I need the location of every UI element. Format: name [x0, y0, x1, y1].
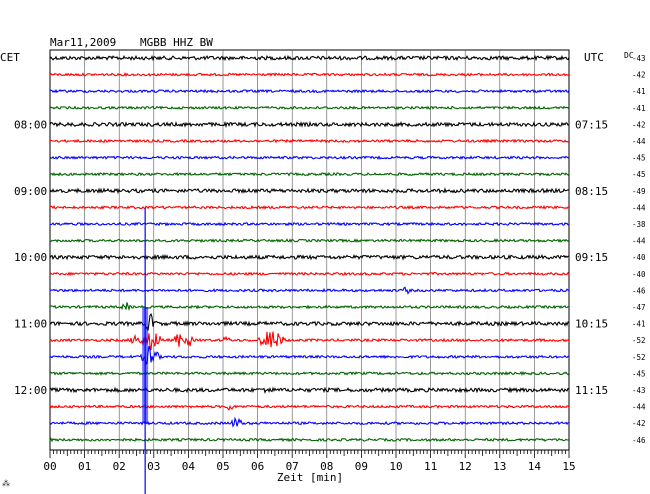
dc-offset-label: -42: [632, 419, 646, 428]
dc-offset-label: -43: [632, 54, 646, 63]
x-tick-label: 09: [355, 460, 368, 473]
x-tick-label: 07: [286, 460, 299, 473]
trace-line: [49, 370, 570, 377]
trace-line: [49, 120, 569, 129]
dc-offset-label: -38: [632, 220, 646, 229]
right-hour-label: 11:15: [575, 384, 608, 397]
dc-offset-label: -45: [632, 154, 646, 163]
dc-offset-label: -45: [632, 170, 646, 179]
trace-line: [49, 187, 570, 195]
left-hour-label: 11:00: [14, 318, 47, 331]
x-tick-label: 14: [528, 460, 542, 473]
dc-offset-label: -41: [632, 104, 646, 113]
left-hour-label: 08:00: [14, 118, 47, 131]
dc-offset-label: -41: [632, 87, 646, 96]
x-tick-label: 12: [459, 460, 472, 473]
left-hour-label: 09:00: [14, 185, 47, 198]
x-tick-label: 06: [251, 460, 264, 473]
station-label: MGBB HHZ BW: [140, 36, 213, 49]
dc-offset-label: -42: [632, 120, 646, 129]
trace-line: [49, 105, 570, 111]
x-tick-label: 02: [113, 460, 126, 473]
trace-line: [49, 253, 570, 261]
dc-offset-label: -40: [632, 270, 646, 279]
x-tick-label: 05: [216, 460, 229, 473]
dc-offset-label: -44: [632, 137, 646, 146]
trace-line: [49, 204, 570, 210]
dc-offset-label: -46: [632, 436, 646, 445]
dc-offset-label: -42: [632, 71, 646, 80]
trace-line: [49, 171, 570, 177]
dc-offset-label: -44: [632, 237, 646, 246]
dc-label: DC: [624, 51, 634, 60]
dc-offset-label: -46: [632, 286, 646, 295]
cet-label: CET: [0, 51, 20, 64]
dc-offset-label: -52: [632, 353, 646, 362]
trace-line: [49, 312, 570, 331]
x-tick-label: 11: [424, 460, 437, 473]
x-tick-label: 15: [562, 460, 575, 473]
trace-line: [49, 138, 570, 144]
x-tick-label: 13: [493, 460, 506, 473]
trace-line: [49, 221, 570, 227]
minute-grid: [49, 49, 570, 458]
x-tick-label: 10: [389, 460, 402, 473]
utc-label: UTC: [584, 51, 604, 64]
trace-line: [49, 155, 570, 160]
dc-offset-label: -40: [632, 253, 646, 262]
dc-offset-label: -44: [632, 403, 646, 412]
x-tick-label: 03: [147, 460, 160, 473]
trace-line: [49, 286, 570, 295]
trace-line: [49, 416, 570, 428]
trace-line: [49, 238, 570, 244]
trace-line: [49, 331, 570, 351]
trace-line: [49, 404, 570, 412]
x-tick-label: 08: [320, 460, 333, 473]
trace-line: [49, 386, 570, 395]
right-hour-label: 08:15: [575, 185, 608, 198]
left-hour-label: 12:00: [14, 384, 47, 397]
spike-burst: [142, 307, 149, 424]
trace-line: [49, 88, 570, 94]
trace-line: [49, 345, 570, 365]
spike-group: [142, 207, 149, 494]
dc-offset-label: -49: [632, 187, 646, 196]
right-hour-label: 10:15: [575, 318, 608, 331]
trace-line: [49, 437, 570, 443]
footer-mark: ⁂: [2, 479, 10, 488]
dc-offset-label: -43: [632, 386, 646, 395]
x-tick-label: 00: [43, 460, 56, 473]
trace-line: [49, 302, 570, 312]
trace-line: [49, 271, 570, 277]
dc-offset-label: -41: [632, 320, 646, 329]
x-axis-label: Zeit [min]: [277, 471, 343, 484]
right-hour-label: 07:15: [575, 118, 608, 131]
x-tick-label: 01: [78, 460, 91, 473]
dc-offset-label: -52: [632, 336, 646, 345]
right-hour-label: 09:15: [575, 251, 608, 264]
x-tick-label: 04: [182, 460, 196, 473]
date-label: Mar11,2009: [50, 36, 116, 49]
label-group: 00 01 02 03 04 05 06 07 08 09 10 11 12 13 14 15 08:00 09:…: [14, 54, 646, 473]
dc-offset-label: -47: [632, 303, 646, 312]
dc-offset-label: -44: [632, 203, 646, 212]
dc-offset-label: -45: [632, 369, 646, 378]
trace-line: [49, 54, 570, 62]
trace-group: [49, 54, 570, 443]
trace-line: [49, 72, 570, 77]
left-hour-label: 10:00: [14, 251, 47, 264]
